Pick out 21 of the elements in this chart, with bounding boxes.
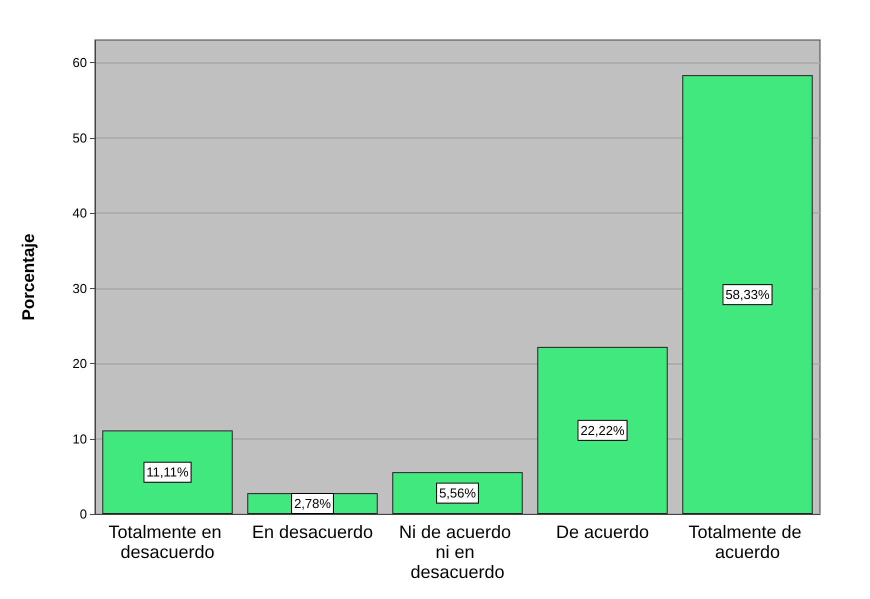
- x-tick-label: Ni de acuerdo ni en desacuerdo: [398, 522, 516, 582]
- y-tick-label: 60: [72, 55, 87, 70]
- y-tick-label: 20: [72, 356, 87, 372]
- data-label: 5,56%: [439, 486, 476, 501]
- data-label: 22,22%: [580, 422, 625, 438]
- bar: [537, 346, 668, 514]
- x-tick-label: Totalmente en desacuerdo: [108, 522, 227, 562]
- bar: [682, 75, 813, 514]
- x-tick-label: De acuerdo: [556, 522, 650, 542]
- y-tick-label: 10: [72, 431, 87, 446]
- y-tick-label: 40: [72, 206, 87, 221]
- data-label: 11,11%: [146, 464, 190, 480]
- data-label: 58,33%: [725, 287, 770, 302]
- y-tick-label: 0: [80, 506, 87, 522]
- x-tick-label: Totalmente de acuerdo: [688, 522, 807, 562]
- data-label: 2,78%: [294, 496, 332, 512]
- x-tick-label: En desacuerdo: [252, 522, 374, 542]
- y-tick-label: 50: [72, 130, 87, 146]
- bar: [102, 430, 233, 514]
- y-tick-label: 30: [72, 280, 87, 296]
- y-axis-title: Porcentaje: [19, 234, 38, 320]
